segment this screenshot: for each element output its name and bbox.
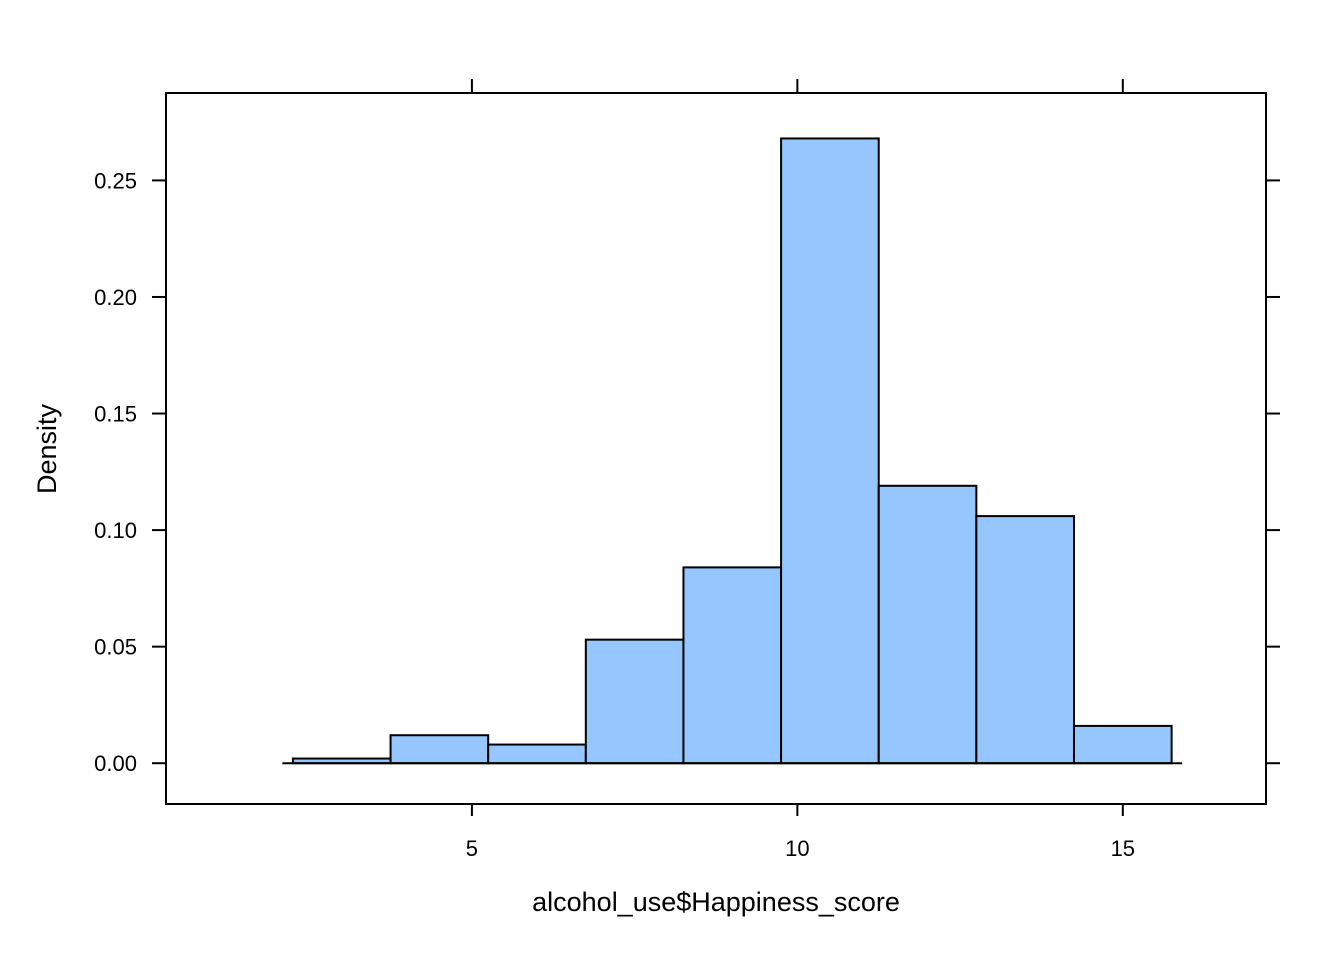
histogram-bars: [291, 137, 1173, 765]
histogram-bar: [389, 734, 490, 765]
x-axis-title: alcohol_use$Happiness_score: [532, 887, 900, 917]
y-tick-label: 0.10: [94, 518, 137, 543]
y-tick-label: 0.00: [94, 751, 137, 776]
y-tick-label: 0.05: [94, 635, 137, 660]
x-tick-label: 10: [785, 836, 809, 861]
x-tick-label: 5: [466, 836, 478, 861]
histogram-bar: [682, 566, 783, 765]
y-axis-ticks: 0.00 0.05 0.10 0.15 0.20 0.25: [94, 168, 1280, 776]
plot-frame: [165, 92, 1267, 805]
y-tick-label: 0.20: [94, 285, 137, 310]
y-axis-title: Density: [32, 403, 62, 494]
y-tick-label: 0.25: [94, 168, 137, 193]
histogram-bar: [780, 137, 880, 765]
x-tick-label: 15: [1111, 836, 1135, 861]
histogram-bar: [584, 638, 685, 765]
y-tick-label: 0.15: [94, 402, 137, 427]
histogram-bar: [877, 484, 978, 765]
x-axis-ticks: 5 10 15: [466, 79, 1135, 861]
histogram-bar: [487, 743, 587, 765]
histogram-bar: [975, 515, 1075, 765]
histogram-bar: [1072, 724, 1173, 765]
